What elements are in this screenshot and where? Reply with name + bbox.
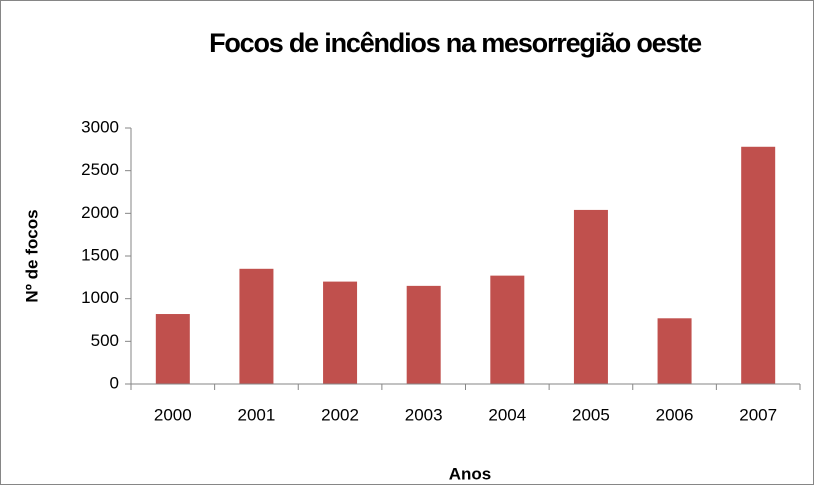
x-tick-label: 2005 [572,405,610,424]
bar [657,318,692,384]
y-tick-label: 500 [91,331,119,350]
x-tick-label: 2004 [488,405,526,424]
y-tick-label: 1500 [81,245,119,264]
bar [741,146,776,384]
chart-title: Focos de incêndios na mesorregião oeste [209,28,702,58]
x-tick-label: 2003 [405,405,443,424]
y-tick-label: 2000 [81,203,119,222]
x-tick-label: 2001 [238,405,276,424]
x-tick-label: 2000 [154,405,192,424]
bar [573,209,608,384]
x-axis-title: Anos [449,464,492,483]
bar [239,268,274,384]
y-tick-label: 3000 [81,117,119,136]
x-tick-label: 2002 [321,405,359,424]
y-tick-label: 1000 [81,288,119,307]
x-tick-label: 2006 [656,405,694,424]
bar [155,314,190,384]
x-tick-label: 2007 [739,405,777,424]
bar [490,275,525,384]
bar [406,285,441,384]
y-axis-title: Nº de focos [22,209,41,302]
y-tick-label: 0 [110,373,119,392]
y-tick-label: 2500 [81,160,119,179]
bar [323,281,358,384]
